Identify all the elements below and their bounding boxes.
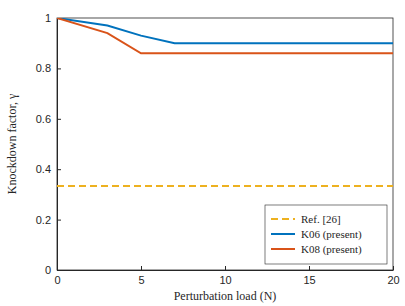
tick-mark bbox=[309, 266, 310, 270]
tick-mark bbox=[57, 119, 61, 120]
tick-label: 10 bbox=[219, 274, 231, 286]
legend-swatch bbox=[271, 248, 295, 250]
tick-mark bbox=[57, 270, 61, 271]
tick: 0 bbox=[45, 264, 61, 276]
legend-label: K08 (present) bbox=[301, 243, 362, 256]
tick: 0.4 bbox=[36, 163, 61, 175]
legend-label: Ref. [26] bbox=[301, 213, 341, 225]
axis-line bbox=[58, 270, 394, 271]
legend: Ref. [26] K06 (present) K08 (present) bbox=[265, 205, 387, 264]
tick-mark bbox=[57, 169, 61, 170]
tick-label: 0.6 bbox=[36, 113, 51, 125]
y-axis-title: Knockdown factor, γ bbox=[5, 93, 19, 194]
tick: 20 bbox=[387, 266, 399, 286]
tick-label: 1 bbox=[45, 12, 51, 24]
y-axis: 0 0.2 0.4 0.6 0.8 1 bbox=[36, 12, 61, 276]
tick: 15 bbox=[303, 266, 315, 286]
tick-mark bbox=[225, 266, 226, 270]
plot-frame bbox=[57, 18, 393, 270]
tick-label: 5 bbox=[138, 274, 144, 286]
tick-mark bbox=[57, 68, 61, 69]
tick: 10 bbox=[219, 266, 231, 286]
tick-label: 0.8 bbox=[36, 62, 51, 74]
tick-mark bbox=[57, 220, 61, 221]
chart: 0 5 10 15 20 0 0.2 0.4 0.6 0.8 1 Ref. [26] K06 (pres… bbox=[0, 0, 405, 306]
plot-area: 0 5 10 15 20 0 0.2 0.4 0.6 0.8 1 Ref. [26] K06 (pres… bbox=[36, 12, 400, 286]
series-line bbox=[57, 18, 393, 53]
tick-mark bbox=[141, 266, 142, 270]
x-axis: 0 5 10 15 20 bbox=[54, 266, 399, 286]
tick-label: 0.2 bbox=[36, 214, 51, 226]
legend-swatch bbox=[271, 218, 295, 220]
legend-swatch bbox=[271, 233, 295, 235]
axis-line bbox=[57, 19, 58, 271]
tick-label: 0.4 bbox=[36, 163, 51, 175]
tick: 0.8 bbox=[36, 62, 61, 74]
tick-label: 0 bbox=[45, 264, 51, 276]
tick-label: 15 bbox=[303, 274, 315, 286]
series-group bbox=[57, 18, 393, 186]
tick-mark bbox=[393, 266, 394, 270]
series-line bbox=[57, 18, 393, 43]
legend-box bbox=[265, 205, 387, 264]
x-axis-title: Perturbation load (N) bbox=[174, 289, 277, 303]
tick: 0.2 bbox=[36, 214, 61, 226]
tick-label: 20 bbox=[387, 274, 399, 286]
series-line bbox=[57, 185, 393, 187]
tick-label: 0 bbox=[54, 274, 60, 286]
tick: 0.6 bbox=[36, 113, 61, 125]
legend-label: K06 (present) bbox=[301, 228, 362, 241]
tick: 5 bbox=[138, 266, 144, 286]
